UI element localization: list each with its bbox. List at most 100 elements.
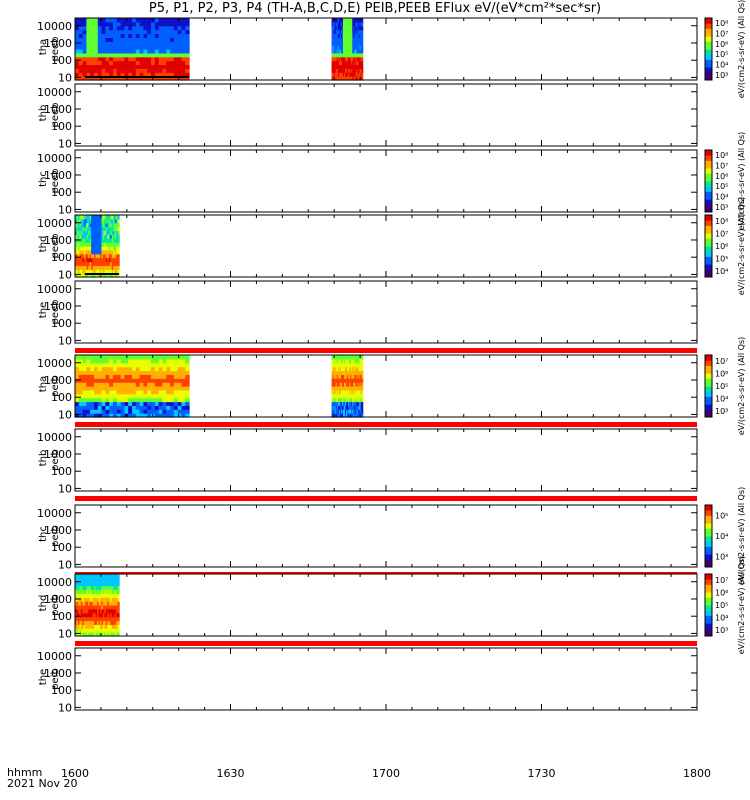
spectrogram-cell <box>116 628 119 633</box>
spectrogram-cell <box>77 597 81 602</box>
spectrogram-cell <box>82 601 85 606</box>
spectrogram-cell <box>143 68 148 73</box>
spectrogram-cell <box>86 620 89 625</box>
spectrogram-cell <box>339 41 342 46</box>
spectrogram-cell <box>79 601 82 606</box>
spectrogram-cell <box>120 397 126 403</box>
spectrogram-cell <box>355 355 358 360</box>
spectrogram-cell <box>101 222 104 228</box>
spectrogram-cell <box>85 246 88 251</box>
spectrogram-cell <box>116 616 119 622</box>
spectrogram-cell <box>360 393 363 399</box>
spectrogram-cell <box>114 612 117 618</box>
spectrogram-cell <box>80 238 83 243</box>
spectrogram-cell <box>162 409 167 414</box>
spectrogram-cell <box>117 616 120 622</box>
spectrogram-cell <box>355 401 358 406</box>
spectrogram-cell <box>170 374 175 379</box>
spectrogram-cell <box>336 378 339 383</box>
spectrogram-cell <box>147 374 152 379</box>
spectrogram-cell <box>82 608 85 614</box>
spectrogram-cell <box>76 253 79 259</box>
spectrogram-cell <box>101 397 107 403</box>
spectrogram-cell <box>109 386 114 391</box>
x-tick-label: 1800 <box>683 767 711 780</box>
spectrogram-cell <box>101 358 107 364</box>
spectrogram-cell <box>185 25 190 31</box>
spectrogram-cell <box>342 370 345 375</box>
spectrogram-cell <box>94 616 97 622</box>
spectrogram-cell <box>86 56 91 62</box>
colorbar-cell <box>705 546 712 550</box>
spectrogram-cell <box>116 218 119 224</box>
spectrogram-cell <box>335 362 338 368</box>
spectrogram-cell <box>349 60 351 66</box>
spectrogram-cell <box>86 386 91 391</box>
spectrogram-cell <box>90 64 95 69</box>
y-tick-label: 10 <box>58 627 72 640</box>
spectrogram-cell <box>154 382 160 387</box>
spectrogram-cell <box>360 362 363 368</box>
spectrogram-cell <box>158 68 164 73</box>
spectrogram-cell <box>75 49 80 54</box>
spectrogram-cell <box>132 76 137 81</box>
spectrogram-cell <box>116 261 119 266</box>
spectrogram-cell <box>350 378 352 383</box>
spectrogram-cell <box>78 68 84 73</box>
spectrogram-cell <box>83 616 86 622</box>
spectrogram-cell <box>352 397 354 403</box>
spectrogram-cell <box>336 60 339 66</box>
spectrogram-cell <box>109 18 114 23</box>
spectrogram-cell <box>94 393 99 399</box>
spectrogram-cell <box>104 593 107 598</box>
spectrogram-cell <box>82 238 85 243</box>
spectrogram-cell <box>147 397 152 403</box>
spectrogram-cell <box>98 581 101 587</box>
y-tick-label: 10 <box>58 558 72 571</box>
spectrogram-cell <box>185 393 190 399</box>
spectrogram-cell <box>185 405 190 410</box>
spectrogram-cell <box>76 581 79 587</box>
spectrogram-cell <box>350 60 352 66</box>
spectrogram-cell <box>132 386 137 391</box>
spectrogram-cell <box>341 358 344 364</box>
spectrogram-cell <box>92 593 95 598</box>
spectrogram-cell <box>336 68 339 73</box>
spectrogram-cell <box>97 581 100 587</box>
spectrogram-cell <box>105 386 110 391</box>
spectrogram-cell <box>346 393 348 399</box>
colorbar-tick-label: 10⁵ <box>715 182 728 191</box>
spectrogram-cell <box>91 249 94 255</box>
spectrogram-cell <box>350 29 352 35</box>
spectrogram-cell <box>86 374 91 379</box>
spectrogram-cell <box>333 37 336 42</box>
spectrogram-cell <box>110 628 113 633</box>
spectrogram-cell <box>75 230 78 235</box>
spectrogram-cell <box>89 261 92 266</box>
colorbar-tick-label: 10⁷ <box>715 357 728 366</box>
spectrogram-cell <box>94 234 97 239</box>
spectrogram-cell <box>116 68 122 73</box>
spectrogram-cell <box>173 49 179 54</box>
spectrogram-cell <box>82 56 88 62</box>
spectrogram-cell <box>333 52 336 58</box>
spectrogram-cell <box>77 601 81 606</box>
spectrogram-cell <box>337 72 340 77</box>
spectrogram-cell <box>98 238 101 243</box>
spectrogram-cell <box>101 45 107 50</box>
spectrogram-cell <box>117 601 120 606</box>
spectrogram-cell <box>361 401 364 406</box>
panel-label-product: peeb <box>50 234 61 259</box>
spectrogram-cell <box>331 386 334 391</box>
spectrogram-cell <box>89 601 92 606</box>
spectrogram-cell <box>361 56 364 62</box>
spectrogram-cell <box>177 370 183 375</box>
spectrogram-cell <box>347 374 349 379</box>
spectrogram-cell <box>353 358 355 364</box>
spectrogram-cell <box>116 37 122 42</box>
spectrogram-cell <box>341 45 344 50</box>
spectrogram-cell <box>345 389 347 395</box>
spectrogram-cell <box>97 226 100 232</box>
spectrogram-cell <box>355 397 358 403</box>
spectrogram-cell <box>147 37 152 42</box>
